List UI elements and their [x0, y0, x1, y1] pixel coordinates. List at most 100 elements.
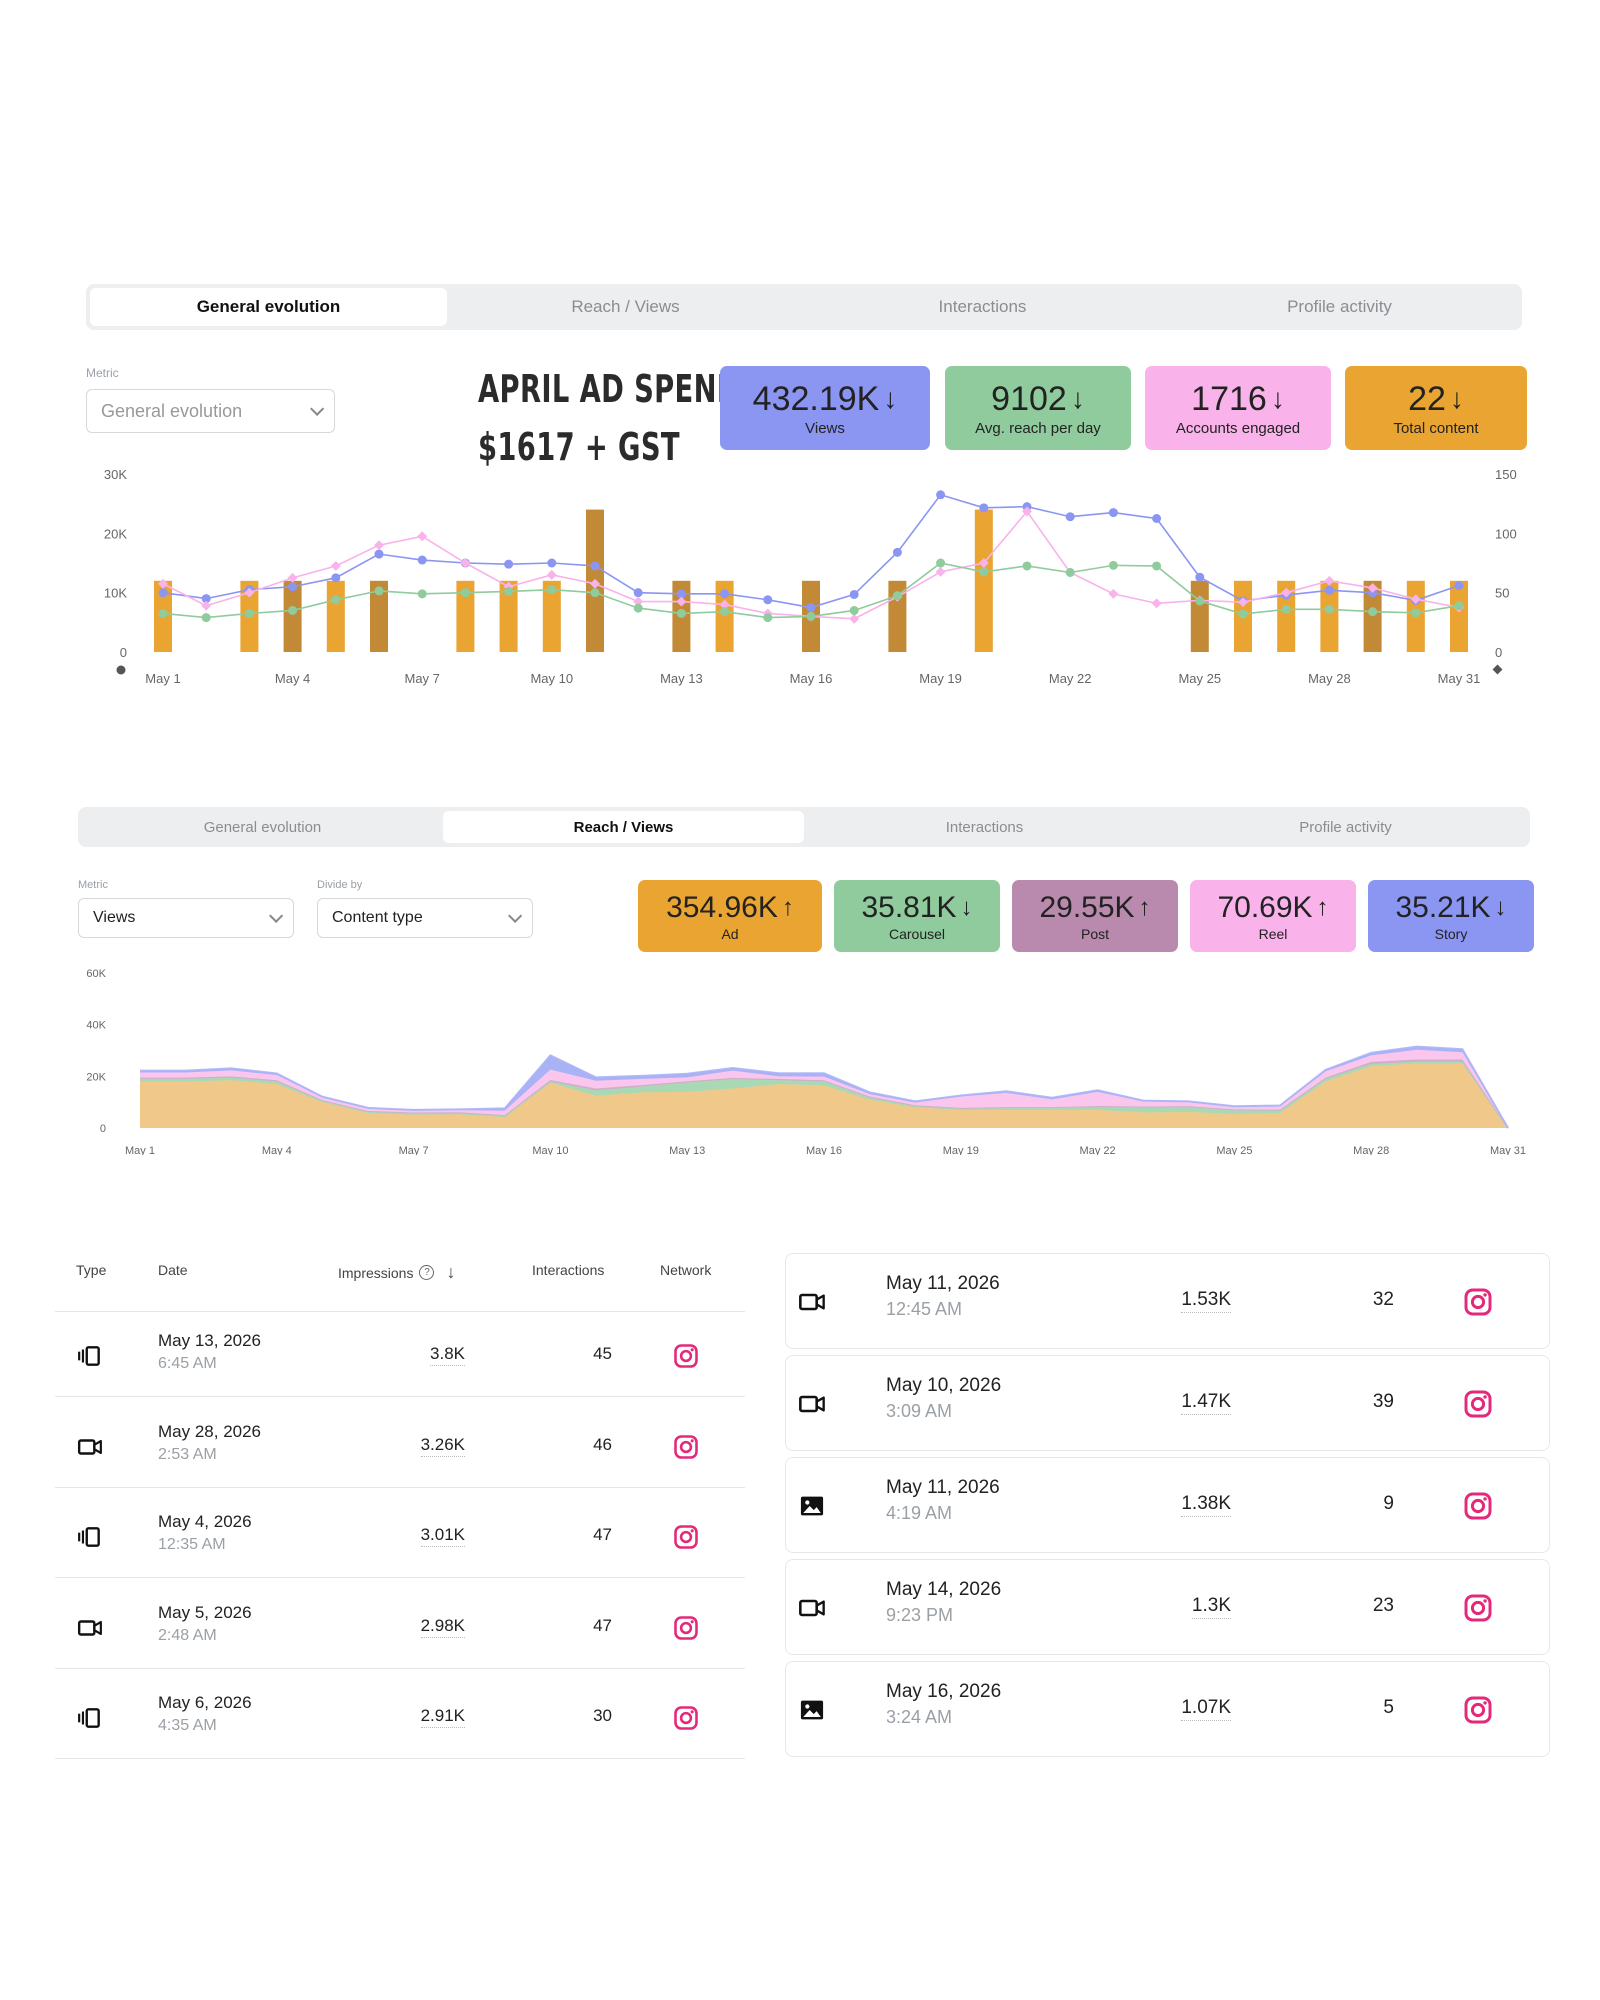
- table-row[interactable]: May 28, 2026 2:53 AM 3.26K 46: [55, 1404, 745, 1488]
- series-point: [1195, 596, 1205, 606]
- interactions-value: 32: [1372, 1289, 1394, 1310]
- impressions-value: 3.8K: [430, 1344, 465, 1366]
- network-cell[interactable]: [672, 1614, 700, 1647]
- table-row[interactable]: May 11, 2026 4:19 AM 1.38K 9: [785, 1457, 1550, 1553]
- bar: [1320, 580, 1339, 652]
- metric-card-label: Story: [1434, 925, 1468, 942]
- tab-reach-views[interactable]: Reach / Views: [443, 811, 804, 843]
- network-cell[interactable]: [672, 1523, 700, 1556]
- ad-spend-line1: APRIL AD SPEND:: [478, 367, 752, 411]
- arrow-down-icon: ↓: [960, 893, 973, 921]
- tab-profile-activity[interactable]: Profile activity: [1299, 818, 1392, 836]
- instagram-icon[interactable]: [1462, 1490, 1494, 1522]
- x-tick: May 31: [1490, 1145, 1526, 1155]
- series-point: [719, 599, 730, 610]
- series-point: [1238, 597, 1248, 608]
- table-row[interactable]: May 13, 2026 6:45 AM 3.8K 45: [55, 1313, 745, 1397]
- instagram-icon[interactable]: [1462, 1388, 1494, 1420]
- network-cell[interactable]: [1462, 1694, 1494, 1731]
- video-icon: [77, 1619, 102, 1636]
- y-tick: 40K: [86, 1020, 106, 1032]
- instagram-icon[interactable]: [672, 1704, 700, 1732]
- area-story: [140, 1046, 1508, 1128]
- date-cell: May 5, 2026 2:48 AM: [158, 1603, 252, 1645]
- tab-general-evolution[interactable]: General evolution: [203, 818, 322, 836]
- divide-by-select[interactable]: Content type: [317, 898, 533, 938]
- tab-interactions[interactable]: Interactions: [938, 297, 1027, 316]
- arrow-up-icon: ↑: [781, 893, 794, 921]
- tab-interactions[interactable]: Interactions: [945, 818, 1024, 836]
- series-point: [546, 569, 557, 580]
- series-point: [849, 605, 859, 615]
- instagram-icon[interactable]: [1462, 1286, 1494, 1318]
- col-header-network: Network: [660, 1262, 712, 1278]
- arrow-down-icon: ↓: [883, 383, 898, 414]
- network-cell[interactable]: [1462, 1592, 1494, 1629]
- video-icon: [77, 1438, 102, 1455]
- metric-select-value: General evolution: [101, 400, 243, 421]
- series-point: [417, 531, 428, 542]
- image-icon: [800, 1700, 824, 1720]
- series-point: [288, 582, 298, 592]
- instagram-icon[interactable]: [1462, 1694, 1494, 1726]
- arrow-down-icon: ↓: [1449, 383, 1464, 414]
- help-icon[interactable]: ?: [419, 1265, 435, 1280]
- series-point: [201, 613, 211, 623]
- post-date: May 28, 2026: [158, 1421, 262, 1441]
- table-row[interactable]: May 14, 2026 9:23 PM 1.3K 23: [785, 1559, 1550, 1655]
- bar: [456, 580, 475, 652]
- interactions-value: 30: [593, 1706, 612, 1725]
- metric-card-avg-reach-per-day[interactable]: 9102 ↓ Avg. reach per day: [945, 366, 1131, 450]
- type-cell: [798, 1390, 826, 1423]
- metric-card-carousel[interactable]: 35.81K ↓ Carousel: [834, 880, 1000, 952]
- impressions-value: 1.47K: [1181, 1391, 1231, 1415]
- interactions-value: 23: [1372, 1595, 1394, 1616]
- instagram-icon[interactable]: [672, 1614, 700, 1642]
- table-row[interactable]: May 5, 2026 2:48 AM 2.98K 47: [55, 1585, 745, 1669]
- instagram-icon[interactable]: [672, 1433, 700, 1461]
- metric-card-views[interactable]: 432.19K ↓ Views: [720, 366, 930, 450]
- network-cell[interactable]: [1462, 1286, 1494, 1323]
- series-point: [460, 558, 471, 568]
- table-row[interactable]: May 10, 2026 3:09 AM 1.47K 39: [785, 1355, 1550, 1451]
- metric-select[interactable]: Views: [78, 898, 294, 938]
- series-point: [460, 588, 470, 598]
- tab-reach-views[interactable]: Reach / Views: [571, 297, 680, 316]
- metric-card-value: 29.55K: [1039, 890, 1135, 924]
- panel1-tabs: General evolution Reach / Views Interact…: [86, 284, 1522, 330]
- series-point: [417, 555, 427, 565]
- metric-card-total-content[interactable]: 22 ↓ Total content: [1345, 366, 1527, 450]
- instagram-icon[interactable]: [672, 1523, 700, 1551]
- metric-card-post[interactable]: 29.55K ↑ Post: [1012, 880, 1178, 952]
- y-tick-left: 10K: [104, 586, 127, 601]
- type-cell: [77, 1615, 103, 1646]
- network-cell[interactable]: [672, 1342, 700, 1375]
- table-row[interactable]: May 6, 2026 4:35 AM 2.91K 30: [55, 1675, 745, 1759]
- table-row[interactable]: May 4, 2026 12:35 AM 3.01K 47: [55, 1494, 745, 1578]
- series-point: [1410, 594, 1421, 605]
- tab-profile-activity[interactable]: Profile activity: [1287, 297, 1392, 316]
- network-cell[interactable]: [1462, 1490, 1494, 1527]
- instagram-icon[interactable]: [672, 1342, 700, 1370]
- tab-general-evolution[interactable]: General evolution: [90, 288, 447, 326]
- metric-card-reel[interactable]: 70.69K ↑ Reel: [1190, 880, 1356, 952]
- network-cell[interactable]: [672, 1704, 700, 1737]
- metric-card-label: Ad: [721, 925, 739, 942]
- metric-card-story[interactable]: 35.21K ↓ Story: [1368, 880, 1534, 952]
- instagram-icon[interactable]: [1462, 1592, 1494, 1624]
- metric-card-label: Total content: [1393, 419, 1479, 437]
- network-cell[interactable]: [672, 1433, 700, 1466]
- sort-down-icon[interactable]: ↓: [446, 1262, 456, 1282]
- series-point: [849, 613, 860, 624]
- table-row[interactable]: May 11, 2026 12:45 AM 1.53K 32: [785, 1253, 1550, 1349]
- metric-card-accounts-engaged[interactable]: 1716 ↓ Accounts engaged: [1145, 366, 1331, 450]
- table-row[interactable]: May 16, 2026 3:24 AM 1.07K 5: [785, 1661, 1550, 1757]
- bar: [542, 580, 561, 652]
- metric-card-ad[interactable]: 354.96K ↑ Ad: [638, 880, 822, 952]
- series-point: [1108, 560, 1118, 570]
- col-header-impressions[interactable]: Impressions ? ↓: [338, 1262, 455, 1283]
- metric-select[interactable]: General evolution: [86, 389, 335, 433]
- network-cell[interactable]: [1462, 1388, 1494, 1425]
- series-point: [330, 561, 341, 571]
- type-cell: [798, 1288, 826, 1321]
